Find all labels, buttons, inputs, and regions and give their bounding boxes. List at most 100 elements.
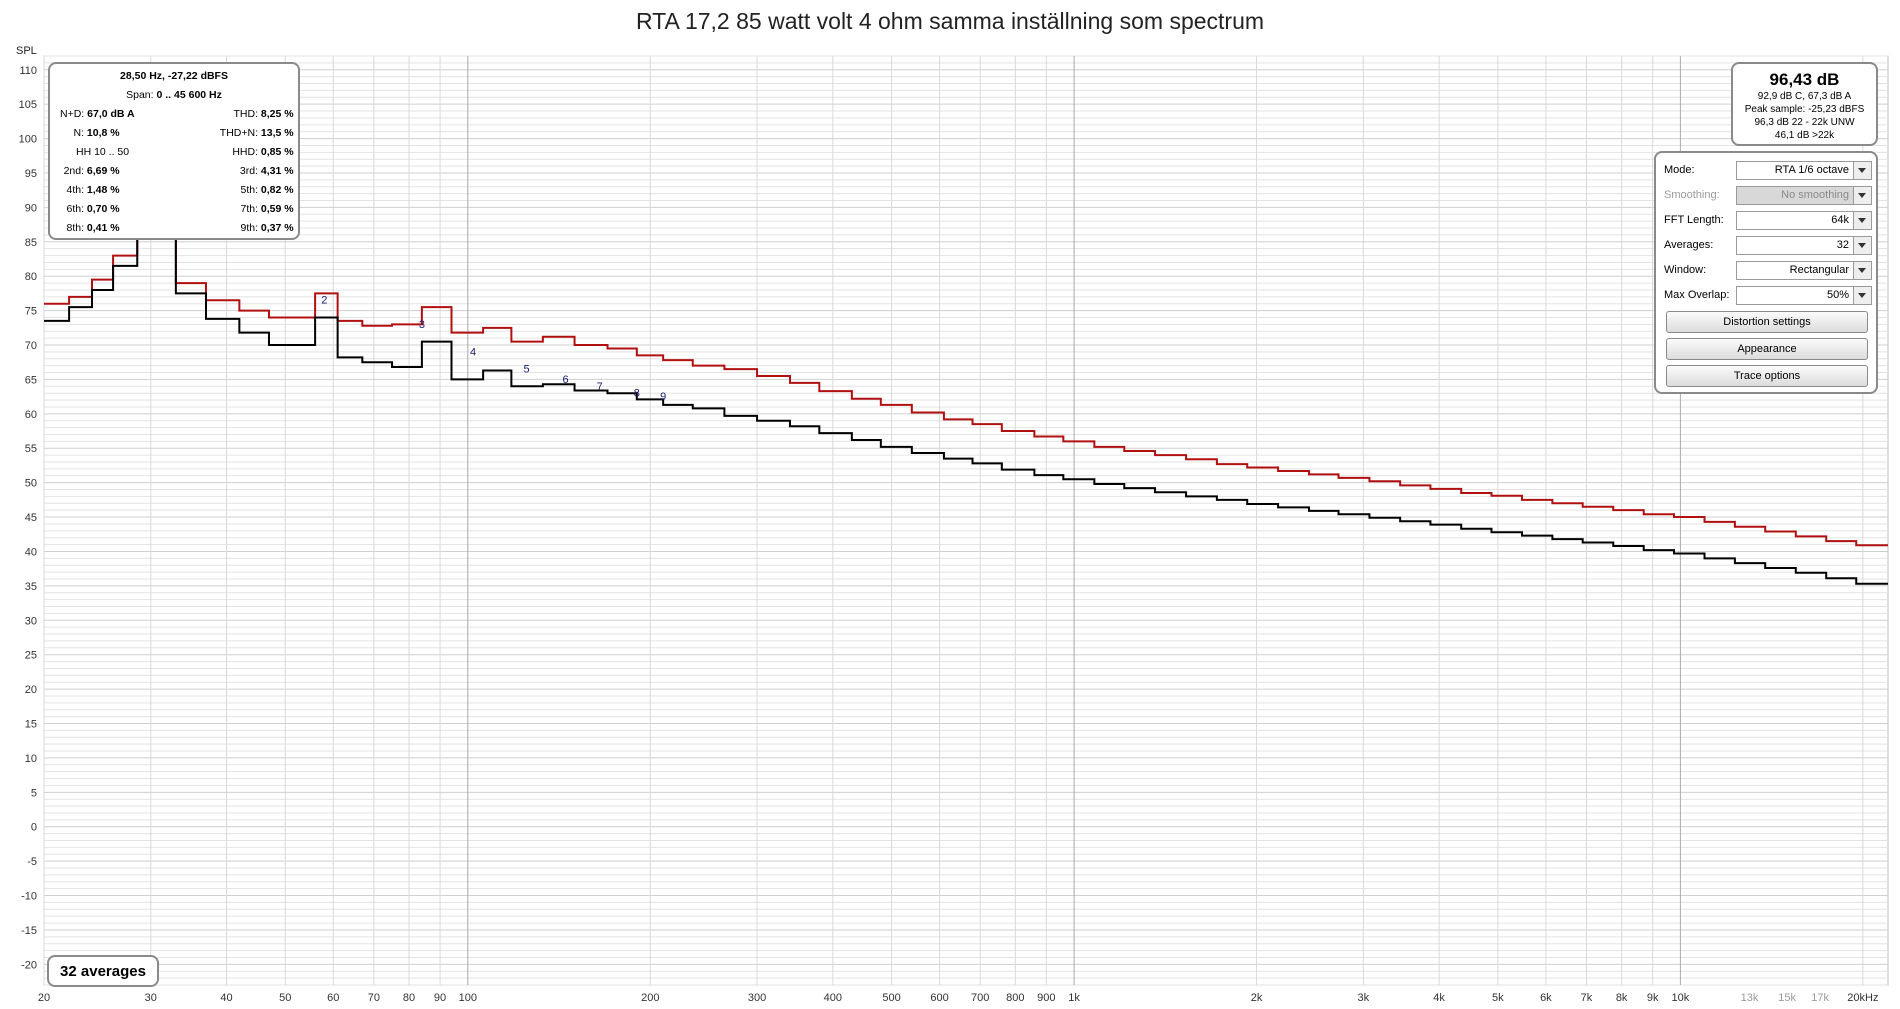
span-label: Span: <box>126 89 154 101</box>
n-value: 10,8 % <box>86 127 120 139</box>
trace-options-button[interactable]: Trace options <box>1666 365 1868 387</box>
level-panel[interactable]: 96,43 dB 92,9 dB C, 67,3 dB A Peak sampl… <box>1731 62 1878 146</box>
harmonic-marker: 5 <box>523 364 529 376</box>
h2-row: 2nd: 6,69 % <box>60 165 120 177</box>
x-tick-label: 40 <box>220 992 232 1004</box>
settings-panel: Mode: RTA 1/6 octave Smoothing: No smoot… <box>1654 151 1878 394</box>
smoothing-row: Smoothing: No smoothing <box>1664 186 1872 206</box>
smoothing-select: No smoothing <box>1736 186 1872 205</box>
harmonic-marker: 9 <box>660 391 666 403</box>
distortion-panel[interactable]: 28,50 Hz, -27,22 dBFS Span: 0 .. 45 600 … <box>48 62 300 240</box>
chevron-down-icon[interactable] <box>1853 162 1871 179</box>
y-tick-label: 15 <box>25 719 37 731</box>
y-tick-label: 5 <box>31 787 37 799</box>
n-label: N: <box>73 127 85 139</box>
nd-row: N+D: 67,0 dB A <box>60 108 135 120</box>
x-tick-label: 700 <box>971 992 989 1004</box>
x-tick-label: 13k <box>1741 992 1759 1004</box>
y-tick-label: 55 <box>25 443 37 455</box>
thdn-value: 13,5 % <box>260 127 294 139</box>
harmonic-marker: 8 <box>634 388 640 400</box>
h2-label: 2nd: <box>63 165 84 177</box>
x-tick-label: 60 <box>327 992 339 1004</box>
distortion-settings-button[interactable]: Distortion settings <box>1666 311 1868 333</box>
h8-value: 0,41 % <box>86 222 120 234</box>
y-axis-label: SPL <box>16 45 37 57</box>
y-tick-label: 95 <box>25 168 37 180</box>
y-tick-label: 90 <box>25 202 37 214</box>
chevron-down-icon[interactable] <box>1853 212 1871 229</box>
x-tick-label: 3k <box>1358 992 1370 1004</box>
h6-label: 6th: <box>66 203 84 215</box>
mode-select[interactable]: RTA 1/6 octave <box>1736 161 1872 180</box>
x-tick-label: 500 <box>882 992 900 1004</box>
x-tick-label: 90 <box>434 992 446 1004</box>
h4-value: 1,48 % <box>86 184 120 196</box>
page-title: RTA 17,2 85 watt volt 4 ohm samma instäl… <box>635 8 1265 34</box>
x-tick-label: 2k <box>1251 992 1263 1004</box>
x-tick-label: 9k <box>1647 992 1659 1004</box>
fft-length-value: 64k <box>1831 214 1849 226</box>
y-tick-label: 30 <box>25 615 37 627</box>
level-weighted: 92,9 dB C, 67,3 dB A <box>1757 91 1852 102</box>
averages-select[interactable]: 32 <box>1736 236 1872 255</box>
span-value: 0 .. 45 600 Hz <box>156 89 222 101</box>
y-tick-label: -5 <box>27 856 37 868</box>
chevron-down-icon[interactable] <box>1853 237 1871 254</box>
nd-label: N+D: <box>60 108 85 120</box>
x-tick-label: 70 <box>368 992 380 1004</box>
max-overlap-value: 50% <box>1826 289 1849 301</box>
fft-length-select[interactable]: 64k <box>1736 211 1872 230</box>
x-tick-label: 80 <box>403 992 415 1004</box>
chevron-down-icon[interactable] <box>1853 287 1871 304</box>
x-tick-label: 5k <box>1492 992 1504 1004</box>
y-tick-label: 25 <box>25 650 37 662</box>
thd-label: THD: <box>233 108 259 120</box>
y-tick-label: 65 <box>25 374 37 386</box>
plot-area <box>43 55 1889 986</box>
x-tick-label: 200 <box>641 992 659 1004</box>
x-tick-label: 400 <box>824 992 842 1004</box>
h4-row: 4th: 1,48 % <box>60 184 120 196</box>
averages-badge: 32 averages <box>47 955 159 987</box>
y-tick-label: 105 <box>19 99 37 111</box>
h9-label: 9th: <box>240 222 258 234</box>
y-tick-label: 45 <box>25 512 37 524</box>
fft-row: FFT Length: 64k <box>1664 211 1872 231</box>
harmonic-marker: 2 <box>321 295 327 307</box>
y-tick-label: 60 <box>25 409 37 421</box>
distortion-header: 28,50 Hz, -27,22 dBFS <box>120 70 228 82</box>
x-tick-label: 50 <box>279 992 291 1004</box>
y-tick-label: 10 <box>25 753 37 765</box>
window-select[interactable]: Rectangular <box>1736 261 1872 280</box>
harmonic-marker: 4 <box>470 346 476 358</box>
max-overlap-select[interactable]: 50% <box>1736 286 1872 305</box>
level-peak-sample: Peak sample: -25,23 dBFS <box>1744 104 1865 115</box>
y-tick-label: 0 <box>31 822 37 834</box>
y-tick-label: 50 <box>25 478 37 490</box>
hhd-label: HHD: <box>232 146 258 158</box>
hhd-row: HHD: 0,85 % <box>194 146 293 158</box>
mode-label: Mode: <box>1664 164 1695 176</box>
thd-row: THD: 8,25 % <box>194 108 294 120</box>
level-main-value: 96,43 dB <box>1769 70 1840 89</box>
y-tick-label: 80 <box>25 271 37 283</box>
appearance-button[interactable]: Appearance <box>1666 338 1868 360</box>
nd-value: 67,0 dB A <box>87 108 135 120</box>
window-label: Window: <box>1664 264 1707 276</box>
h7-value: 0,59 % <box>260 203 294 215</box>
h9-value: 0,37 % <box>260 222 294 234</box>
x-tick-label: 300 <box>748 992 766 1004</box>
y-tick-label: -20 <box>21 959 37 971</box>
y-tick-label: 85 <box>25 237 37 249</box>
y-tick-label: 40 <box>25 546 37 558</box>
chevron-down-icon[interactable] <box>1853 262 1871 279</box>
h7-label: 7th: <box>240 203 258 215</box>
h8-label: 8th: <box>66 222 84 234</box>
h6-value: 0,70 % <box>86 203 120 215</box>
x-tick-label: 4k <box>1433 992 1445 1004</box>
h9-row: 9th: 0,37 % <box>194 222 294 234</box>
y-tick-label: 110 <box>19 65 37 77</box>
smoothing-label: Smoothing: <box>1664 189 1720 201</box>
